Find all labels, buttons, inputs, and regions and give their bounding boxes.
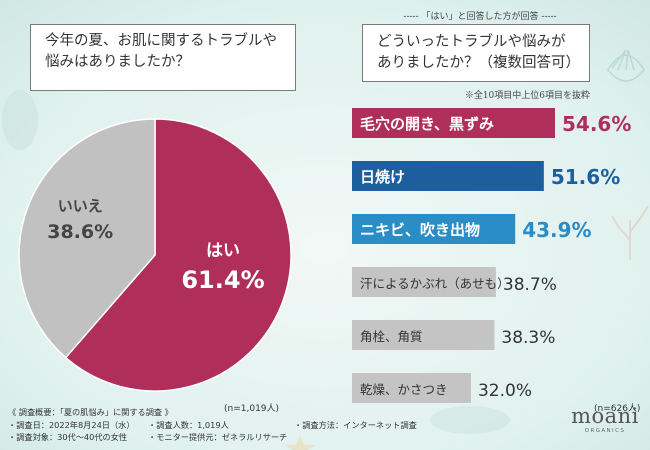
bar-value-6: 32.0% bbox=[478, 381, 532, 401]
bar-label-1: 毛穴の開き、黒ずみ bbox=[360, 115, 494, 133]
bar-header-note: ----- 「はい」と回答した方が回答 ----- bbox=[403, 12, 557, 22]
pie-label-no: いいえ bbox=[58, 197, 103, 215]
bar-value-4: 38.7% bbox=[503, 275, 557, 295]
bar-label-5: 角栓、角質 bbox=[360, 329, 423, 344]
bar-value-1: 54.6% bbox=[562, 112, 631, 136]
bar-value-3: 43.9% bbox=[522, 218, 591, 242]
survey-provider: ・モニター提供元：ゼネラルリサーチ bbox=[148, 432, 288, 442]
survey-method: ・調査方法：インターネット調査 bbox=[294, 419, 417, 430]
coral-icon bbox=[611, 205, 649, 260]
pie-sample-size: (n=1,019人) bbox=[224, 404, 280, 414]
pie-slice-yes bbox=[64, 118, 292, 392]
survey-summary: 《 調査概要：「夏の肌悩み」に関する調査 》 ・調査日：2022年8月24日（水… bbox=[8, 406, 417, 444]
bar-subset-note: ※全10項目中上位6項目を抜粋 bbox=[464, 91, 590, 101]
logo-wordmark: moani bbox=[571, 404, 639, 428]
bar-5 bbox=[352, 320, 495, 350]
starfish-icon bbox=[285, 435, 315, 450]
survey-count: ・調査人数：1,019人 bbox=[148, 419, 229, 430]
survey-title: 《 調査概要：「夏の肌悩み」に関する調査 》 bbox=[8, 407, 173, 417]
pie-value-yes: 61.4% bbox=[181, 266, 264, 294]
bar-1 bbox=[352, 108, 555, 138]
bar-4 bbox=[352, 267, 496, 297]
bar-6 bbox=[352, 373, 471, 403]
pie-question-box: 今年の夏、お肌に関するトラブルや 悩みはありましたか？ bbox=[30, 24, 296, 91]
pie-value-no: 38.6% bbox=[47, 221, 113, 243]
shell-icon bbox=[607, 49, 645, 82]
logo-subtext: ORGANICS bbox=[584, 428, 626, 434]
bar-label-6: 乾燥、かさつき bbox=[360, 382, 448, 397]
bar-3 bbox=[352, 214, 516, 244]
bar-question-box: どういったトラブルや悩みが ありましたか？（複数回答可） bbox=[362, 24, 590, 82]
bar-value-5: 38.3% bbox=[501, 328, 555, 348]
bar-2 bbox=[352, 161, 544, 191]
bar-question-line-1: どういったトラブルや悩みが bbox=[377, 34, 566, 50]
brand-logo: moani ORGANICS bbox=[567, 404, 643, 434]
bar-value-2: 51.6% bbox=[551, 165, 620, 189]
bar-sample-size: (n=626人) bbox=[594, 404, 641, 414]
pie-label-yes: はい bbox=[206, 241, 240, 261]
pie-slice-no bbox=[18, 118, 156, 359]
bar-label-2: 日焼け bbox=[360, 168, 405, 186]
pie-question-line-2: 悩みはありましたか？ bbox=[45, 54, 190, 70]
seashell-icon bbox=[2, 90, 510, 434]
bar-question-line-2: ありましたか？（複数回答可） bbox=[377, 55, 580, 71]
survey-target: ・調査対象：30代～40代の女性 bbox=[8, 432, 128, 442]
survey-date: ・調査日：2022年8月24日（水） bbox=[8, 419, 135, 430]
bar-label-3: ニキビ、吹き出物 bbox=[360, 221, 480, 239]
bar-label-4: 汗によるかぶれ（あせも） bbox=[360, 276, 510, 291]
pie-question-line-1: 今年の夏、お肌に関するトラブルや bbox=[45, 33, 277, 49]
